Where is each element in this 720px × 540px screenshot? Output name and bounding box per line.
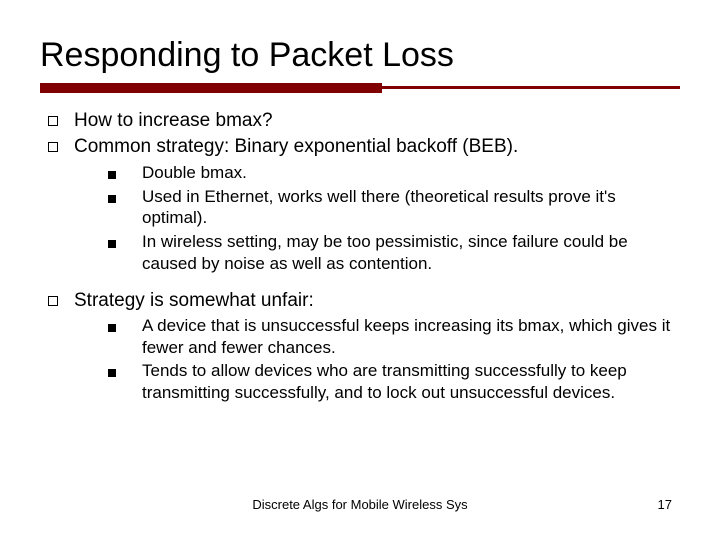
- list-item-text: In wireless setting, may be too pessimis…: [142, 231, 680, 275]
- list-item-text: Strategy is somewhat unfair:: [74, 289, 680, 313]
- list-item-text: Common strategy: Binary exponential back…: [74, 135, 680, 159]
- title-rule-thick: [40, 83, 382, 93]
- square-solid-icon: [108, 360, 142, 382]
- list-item-text: Tends to allow devices who are transmitt…: [142, 360, 680, 404]
- slide-body: How to increase bmax? Common strategy: B…: [48, 109, 680, 404]
- square-solid-icon: [108, 162, 142, 184]
- list-item-text: Used in Ethernet, works well there (theo…: [142, 186, 680, 230]
- spacer: [48, 277, 680, 287]
- list-item-text: A device that is unsuccessful keeps incr…: [142, 315, 680, 359]
- list-item-text: Double bmax.: [142, 162, 680, 184]
- list-item: How to increase bmax?: [48, 109, 680, 133]
- list-item: Strategy is somewhat unfair:: [48, 289, 680, 313]
- list-item: Used in Ethernet, works well there (theo…: [108, 186, 680, 230]
- slide-footer: Discrete Algs for Mobile Wireless Sys: [0, 497, 720, 512]
- square-solid-icon: [108, 315, 142, 337]
- list-item-text: How to increase bmax?: [74, 109, 680, 133]
- title-rule: [40, 83, 680, 93]
- square-open-icon: [48, 109, 74, 131]
- slide: Responding to Packet Loss How to increas…: [0, 0, 720, 540]
- square-open-icon: [48, 135, 74, 157]
- square-solid-icon: [108, 231, 142, 253]
- square-open-icon: [48, 289, 74, 311]
- list-item: In wireless setting, may be too pessimis…: [108, 231, 680, 275]
- slide-number: 17: [658, 497, 672, 512]
- slide-title: Responding to Packet Loss: [40, 36, 680, 75]
- square-solid-icon: [108, 186, 142, 208]
- list-item: Double bmax.: [108, 162, 680, 184]
- list-item: Tends to allow devices who are transmitt…: [108, 360, 680, 404]
- list-item: A device that is unsuccessful keeps incr…: [108, 315, 680, 359]
- list-item: Common strategy: Binary exponential back…: [48, 135, 680, 159]
